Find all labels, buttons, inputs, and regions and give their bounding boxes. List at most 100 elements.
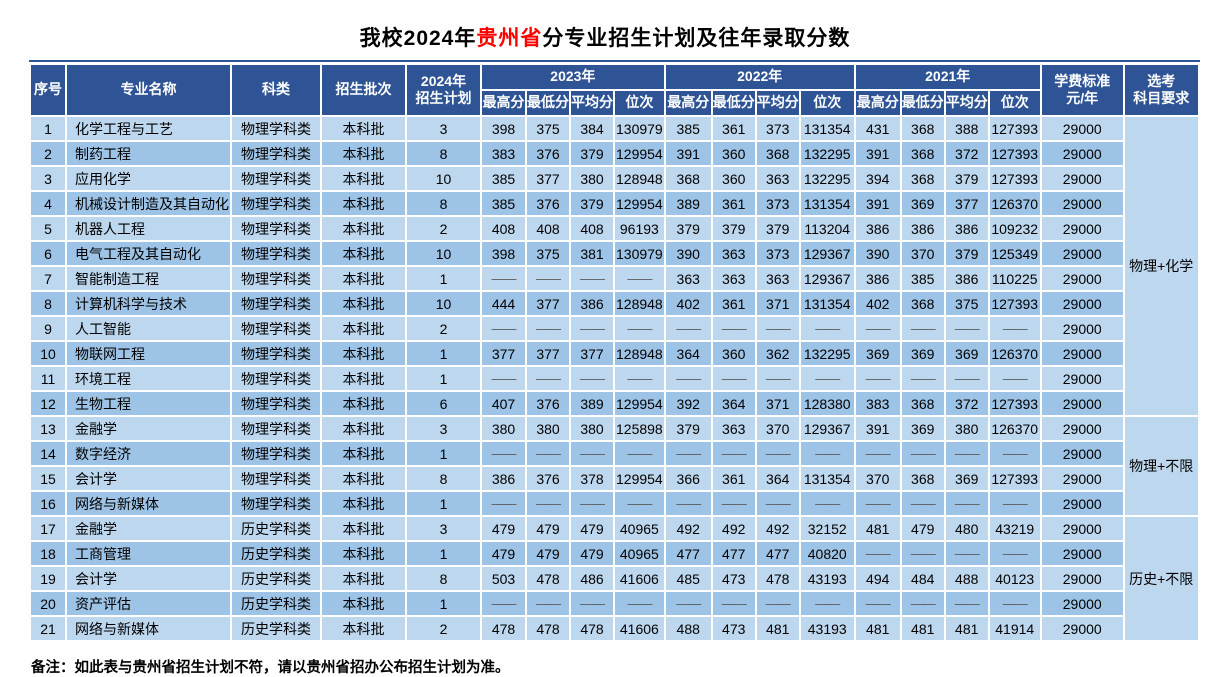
tuition-cell: 29000 xyxy=(1039,390,1125,417)
rank-cell: 127393 xyxy=(987,115,1042,142)
rank-cell: 127393 xyxy=(987,290,1042,317)
rank-cell: —— xyxy=(613,440,666,467)
rank-cell: 129954 xyxy=(613,190,666,217)
category-cell: 物理学科类 xyxy=(230,440,322,467)
tuition-cell: 29000 xyxy=(1039,565,1125,592)
seq-cell: 11 xyxy=(29,365,67,392)
col-header-subject-requirement: 选考 科目要求 xyxy=(1122,63,1200,117)
table-row: 4 机械设计制造及其自动化 物理学科类 本科批 8 385 376 379 129954 389 3… xyxy=(29,190,1199,217)
score-cell: 390 xyxy=(663,240,713,267)
tuition-cell: 29000 xyxy=(1039,465,1125,492)
score-cell: 477 xyxy=(710,540,757,567)
rank-cell: 40123 xyxy=(987,565,1042,592)
table-row: 2 制药工程 物理学科类 本科批 8 383 376 379 129954 391 360 368 13… xyxy=(29,140,1199,167)
score-cell: 386 xyxy=(569,290,615,317)
score-cell: 479 xyxy=(480,540,527,567)
score-cell: 484 xyxy=(899,565,946,592)
major-cell: 物联网工程 xyxy=(65,340,232,367)
plan-cell: 2 xyxy=(405,615,482,642)
rank-cell: 109232 xyxy=(987,215,1042,242)
rank-cell: —— xyxy=(798,590,856,617)
score-cell: —— xyxy=(569,365,615,392)
col-header-max-2023: 最高分 xyxy=(480,89,527,117)
rank-cell: —— xyxy=(613,365,666,392)
seq-cell: 10 xyxy=(29,340,67,367)
score-cell: 389 xyxy=(569,390,615,417)
score-cell: 377 xyxy=(525,340,571,367)
col-header-category: 科类 xyxy=(230,63,322,117)
table-row: 10 物联网工程 物理学科类 本科批 1 377 377 377 128948 364 360 362… xyxy=(29,340,1199,367)
score-cell: —— xyxy=(480,590,527,617)
score-cell: —— xyxy=(569,440,615,467)
score-cell: —— xyxy=(899,315,946,342)
score-cell: 385 xyxy=(480,165,527,192)
subject-requirement-cell: 物理+不限 xyxy=(1122,415,1200,517)
seq-cell: 2 xyxy=(29,140,67,167)
major-cell: 制药工程 xyxy=(65,140,232,167)
rank-cell: 131354 xyxy=(798,465,856,492)
score-cell: 363 xyxy=(710,265,757,292)
score-cell: 479 xyxy=(525,540,571,567)
rank-cell: 131354 xyxy=(798,190,856,217)
score-cell: —— xyxy=(663,590,713,617)
score-cell: 376 xyxy=(525,190,571,217)
batch-cell: 本科批 xyxy=(320,415,407,442)
score-cell: 377 xyxy=(525,165,571,192)
score-cell: 385 xyxy=(899,265,946,292)
score-cell: —— xyxy=(663,490,713,517)
rank-cell: —— xyxy=(613,590,666,617)
score-cell: 492 xyxy=(754,515,801,542)
plan-cell: 1 xyxy=(405,540,482,567)
score-cell: 368 xyxy=(663,165,713,192)
rank-cell: —— xyxy=(987,490,1042,517)
score-cell: 375 xyxy=(525,115,571,142)
tuition-cell: 29000 xyxy=(1039,265,1125,292)
rank-cell: —— xyxy=(798,490,856,517)
score-cell: 478 xyxy=(569,615,615,642)
score-cell: 379 xyxy=(710,215,757,242)
rank-cell: 127393 xyxy=(987,165,1042,192)
score-cell: 503 xyxy=(480,565,527,592)
seq-cell: 1 xyxy=(29,115,67,142)
score-cell: —— xyxy=(899,440,946,467)
score-cell: 366 xyxy=(663,465,713,492)
score-cell: —— xyxy=(899,590,946,617)
score-cell: 361 xyxy=(710,465,757,492)
score-cell: 370 xyxy=(899,240,946,267)
score-cell: 477 xyxy=(754,540,801,567)
score-cell: —— xyxy=(853,365,902,392)
tuition-cell: 29000 xyxy=(1039,290,1125,317)
score-cell: 380 xyxy=(569,415,615,442)
col-header-avg-2022: 平均分 xyxy=(754,89,801,117)
table-row: 15 会计学 物理学科类 本科批 8 386 376 378 129954 366 361 364 13… xyxy=(29,465,1199,492)
tuition-cell: 29000 xyxy=(1039,615,1125,642)
batch-cell: 本科批 xyxy=(320,215,407,242)
score-cell: 379 xyxy=(943,240,990,267)
score-cell: 371 xyxy=(754,290,801,317)
score-cell: 398 xyxy=(480,115,527,142)
score-cell: 492 xyxy=(663,515,713,542)
rank-cell: —— xyxy=(798,315,856,342)
score-cell: 480 xyxy=(943,515,990,542)
score-cell: 394 xyxy=(853,165,902,192)
rank-cell: 96193 xyxy=(613,215,666,242)
rank-cell: 128948 xyxy=(613,165,666,192)
score-cell: 372 xyxy=(943,140,990,167)
score-cell: 385 xyxy=(663,115,713,142)
score-cell: 360 xyxy=(710,165,757,192)
score-cell: 431 xyxy=(853,115,902,142)
plan-cell: 1 xyxy=(405,440,482,467)
score-cell: 488 xyxy=(663,615,713,642)
score-cell: 402 xyxy=(853,290,902,317)
tuition-cell: 29000 xyxy=(1039,540,1125,567)
score-cell: —— xyxy=(480,265,527,292)
table-body: 1 化学工程与工艺 物理学科类 本科批 3 398 375 384 130979 385 361 37… xyxy=(29,115,1200,642)
tuition-cell: 29000 xyxy=(1039,165,1125,192)
rank-cell: —— xyxy=(987,590,1042,617)
score-cell: 363 xyxy=(754,165,801,192)
score-cell: 368 xyxy=(899,140,946,167)
category-cell: 物理学科类 xyxy=(230,265,322,292)
plan-cell: 3 xyxy=(405,515,482,542)
seq-cell: 20 xyxy=(29,590,67,617)
major-cell: 资产评估 xyxy=(65,590,232,617)
